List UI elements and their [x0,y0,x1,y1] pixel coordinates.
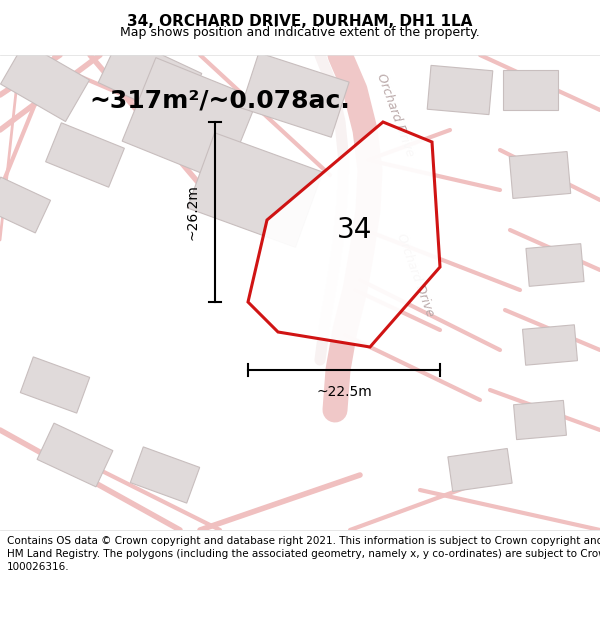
Polygon shape [523,325,577,365]
Polygon shape [187,132,323,248]
Polygon shape [1,42,89,121]
Polygon shape [0,177,50,233]
Text: Orchard Drive: Orchard Drive [394,231,436,319]
Polygon shape [248,122,440,347]
Text: Map shows position and indicative extent of the property.: Map shows position and indicative extent… [120,26,480,39]
Polygon shape [503,70,557,110]
Polygon shape [427,66,493,114]
Polygon shape [37,423,113,487]
Text: ~317m²/~0.078ac.: ~317m²/~0.078ac. [89,88,350,112]
Text: 34: 34 [337,216,373,244]
Polygon shape [130,447,200,503]
Polygon shape [98,36,202,121]
Polygon shape [46,122,124,188]
Text: ~26.2m: ~26.2m [186,184,200,240]
Polygon shape [514,401,566,439]
Polygon shape [448,449,512,491]
Polygon shape [241,52,349,138]
Text: Orchard Drive: Orchard Drive [374,71,416,159]
Polygon shape [526,244,584,286]
Text: Contains OS data © Crown copyright and database right 2021. This information is : Contains OS data © Crown copyright and d… [7,536,600,572]
Polygon shape [20,357,89,413]
Text: 34, ORCHARD DRIVE, DURHAM, DH1 1LA: 34, ORCHARD DRIVE, DURHAM, DH1 1LA [127,14,473,29]
Text: ~22.5m: ~22.5m [316,385,372,399]
Polygon shape [122,58,258,182]
Polygon shape [509,151,571,199]
